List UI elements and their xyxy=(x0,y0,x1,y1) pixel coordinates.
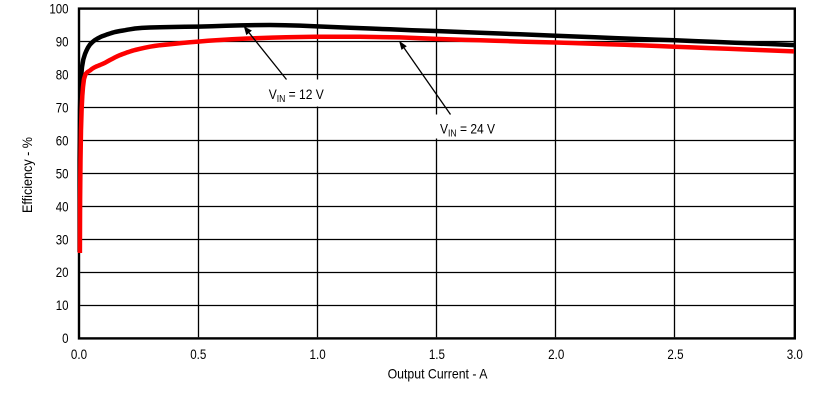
svg-text:0.0: 0.0 xyxy=(71,346,87,362)
svg-text:1.0: 1.0 xyxy=(310,346,326,362)
svg-text:70: 70 xyxy=(56,99,69,115)
svg-text:40: 40 xyxy=(56,198,69,214)
svg-text:50: 50 xyxy=(56,165,69,181)
svg-text:90: 90 xyxy=(56,33,69,49)
svg-text:0.5: 0.5 xyxy=(190,346,206,362)
svg-text:2.5: 2.5 xyxy=(667,346,683,362)
svg-text:30: 30 xyxy=(56,231,69,247)
svg-text:Efficiency - %: Efficiency - % xyxy=(19,137,35,213)
svg-text:100: 100 xyxy=(49,0,68,16)
svg-text:10: 10 xyxy=(56,297,69,313)
svg-text:60: 60 xyxy=(56,132,69,148)
svg-text:20: 20 xyxy=(56,264,69,280)
svg-text:1.5: 1.5 xyxy=(429,346,445,362)
svg-text:2.0: 2.0 xyxy=(548,346,564,362)
svg-text:0: 0 xyxy=(62,330,68,346)
svg-text:80: 80 xyxy=(56,66,69,82)
svg-text:3.0: 3.0 xyxy=(787,346,803,362)
svg-text:Output Current - A: Output Current - A xyxy=(388,366,488,382)
